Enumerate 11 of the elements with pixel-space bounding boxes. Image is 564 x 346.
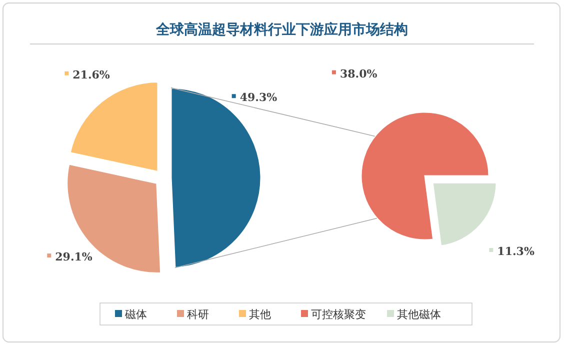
chart-title: 全球高温超导材料行业下游应用市场结构 (155, 21, 408, 38)
legend-label: 可控核聚变 (311, 308, 366, 321)
legend-label: 其他磁体 (397, 308, 441, 321)
legend-label: 磁体 (124, 308, 147, 321)
data-label: 29.1% (55, 250, 93, 264)
data-label: 11.3% (497, 245, 535, 258)
legend-label: 科研 (187, 308, 209, 321)
data-label: 49.3% (240, 91, 278, 104)
legend-label: 其他 (249, 308, 271, 321)
data-label: 21.6% (72, 68, 110, 82)
data-label: 38.0% (340, 67, 378, 80)
